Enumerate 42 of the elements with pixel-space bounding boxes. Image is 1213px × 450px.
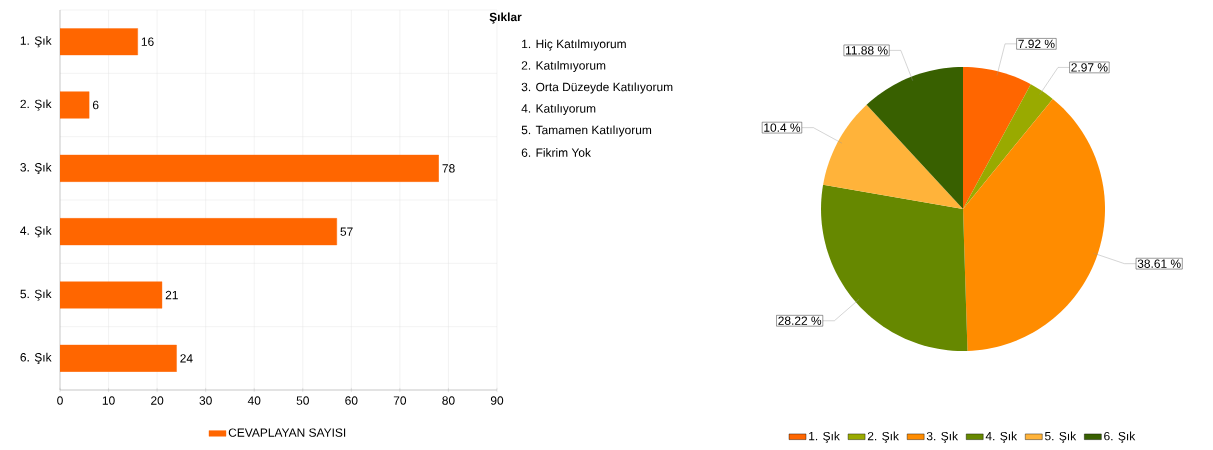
- x-tick-label: 50: [296, 396, 309, 405]
- data-label: 38.61 %: [1137, 259, 1181, 268]
- legend-label: 6. Şık: [1104, 431, 1136, 443]
- data-label: 6: [92, 100, 99, 110]
- text: 3. Orta Düzeyde Katılıyorum: [521, 82, 673, 94]
- legend-label: 3. Şık: [926, 431, 959, 443]
- text: 6. Fikrim Yok: [521, 148, 591, 157]
- data-label: 57: [340, 227, 353, 236]
- data-label: 78: [442, 164, 455, 173]
- x-tick-label: 20: [151, 396, 164, 405]
- data-label: 7.92 %: [1018, 39, 1055, 49]
- legend-label: 5. Şık: [1044, 431, 1077, 443]
- y-tick-label: 5. Şık: [20, 289, 52, 301]
- x-tick-label: 40: [247, 396, 261, 405]
- data-label: 16: [141, 37, 154, 46]
- y-tick-label: 2. Şık: [20, 99, 52, 111]
- text: 5. Tamamen Katılıyorum: [521, 125, 652, 137]
- x-tick-label: 70: [393, 396, 407, 405]
- text: 1. Hiç Katılmıyorum: [522, 39, 626, 51]
- data-label: 2.97 %: [1071, 63, 1108, 72]
- data-label: 10.4 %: [764, 123, 801, 132]
- y-tick-label: 6. Şık: [20, 352, 52, 364]
- data-label: 11.88 %: [845, 46, 888, 55]
- text: 2. Katılmıyorum: [521, 60, 606, 73]
- x-tick-label: 90: [490, 396, 504, 405]
- x-tick-label: 60: [345, 396, 358, 405]
- data-label: 21: [165, 290, 178, 300]
- x-tick-label: 10: [102, 396, 115, 405]
- y-tick-label: 4. Şık: [20, 226, 52, 238]
- x-tick-label: 30: [199, 396, 212, 405]
- legend-label: CEVAPLAYAN SAYISI: [228, 428, 346, 437]
- x-tick-label: 80: [442, 396, 455, 405]
- legend-label: 4. Şık: [985, 431, 1018, 443]
- y-tick-label: 1. Şık: [20, 36, 52, 48]
- legend-label: 2. Şık: [867, 431, 899, 443]
- text: 4. Katılıyorum: [521, 103, 596, 116]
- legend-label: 1. Şık: [809, 431, 840, 443]
- x-tick-label: 0: [57, 396, 63, 405]
- data-label: 24: [180, 354, 193, 363]
- text: Şıklar: [489, 12, 522, 24]
- data-label: 28.22 %: [778, 316, 822, 325]
- y-tick-label: 3. Şık: [20, 162, 52, 174]
